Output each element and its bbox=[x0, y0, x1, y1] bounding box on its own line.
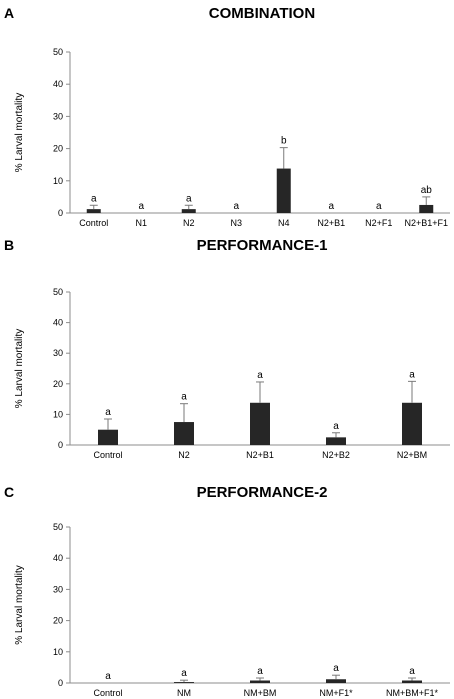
y-tick-label: 20 bbox=[53, 379, 63, 389]
bar-N2+B2 bbox=[326, 437, 346, 445]
panel-title: COMBINATION bbox=[209, 5, 315, 22]
x-tick-label: N4 bbox=[278, 218, 290, 228]
panel-title: PERFORMANCE-2 bbox=[197, 484, 328, 501]
y-tick-label: 0 bbox=[58, 678, 63, 688]
y-axis-label: % Larval mortality bbox=[14, 329, 25, 408]
significance-label: a bbox=[105, 407, 111, 418]
significance-label: a bbox=[181, 668, 187, 679]
x-tick-label: Control bbox=[93, 450, 122, 460]
significance-label: ab bbox=[421, 185, 433, 196]
bar-Control bbox=[98, 429, 118, 445]
x-tick-label: N2+F1 bbox=[365, 218, 392, 228]
x-tick-label: Control bbox=[79, 218, 108, 228]
bar-NM+BM bbox=[250, 680, 270, 683]
significance-label: a bbox=[333, 421, 339, 432]
significance-label: a bbox=[409, 369, 415, 380]
y-tick-label: 50 bbox=[53, 522, 63, 532]
y-tick-label: 50 bbox=[53, 287, 63, 297]
x-tick-label: N2+B1 bbox=[317, 218, 345, 228]
x-tick-label: NM+F1* bbox=[319, 688, 353, 698]
y-tick-label: 30 bbox=[53, 348, 63, 358]
significance-label: a bbox=[257, 666, 263, 677]
panel-letter: C bbox=[4, 484, 14, 500]
x-tick-label: N2 bbox=[183, 218, 195, 228]
y-tick-label: 10 bbox=[53, 409, 63, 419]
x-tick-label: N2+B2 bbox=[322, 450, 350, 460]
bar-N2+B1+F1 bbox=[419, 204, 434, 213]
significance-label: a bbox=[138, 201, 144, 212]
y-tick-label: 20 bbox=[53, 616, 63, 626]
significance-label: a bbox=[233, 201, 239, 212]
y-axis-label: % Larval mortality bbox=[14, 565, 25, 644]
y-tick-label: 30 bbox=[53, 584, 63, 594]
significance-label: a bbox=[181, 392, 187, 403]
bar-N2 bbox=[181, 209, 196, 213]
bar-N2+BM bbox=[402, 402, 422, 445]
y-tick-label: 10 bbox=[53, 176, 63, 186]
bar-Control bbox=[86, 209, 101, 213]
panel-letter: B bbox=[4, 237, 14, 253]
y-tick-label: 10 bbox=[53, 647, 63, 657]
y-tick-label: 0 bbox=[58, 208, 63, 218]
panel-title: PERFORMANCE-1 bbox=[197, 237, 328, 254]
x-tick-label: NM bbox=[177, 688, 191, 698]
y-tick-label: 40 bbox=[53, 79, 63, 89]
significance-label: a bbox=[328, 201, 334, 212]
chart-panel-b: B PERFORMANCE-1 0 10 20 30 40 50 % Larval mortal… bbox=[4, 237, 450, 460]
panel-letter: A bbox=[4, 5, 14, 21]
y-tick-label: 20 bbox=[53, 144, 63, 154]
significance-label: a bbox=[91, 193, 97, 204]
x-tick-label: NM+BM bbox=[244, 688, 277, 698]
bar-NM bbox=[174, 682, 194, 683]
bar-N2+B1 bbox=[250, 402, 270, 445]
bar-NM+BM+F1* bbox=[402, 680, 422, 683]
significance-label: a bbox=[376, 201, 382, 212]
x-tick-label: Control bbox=[93, 688, 122, 698]
significance-label: b bbox=[281, 136, 287, 147]
x-tick-label: N2+BM bbox=[397, 450, 427, 460]
significance-label: a bbox=[409, 666, 415, 677]
x-tick-label: N2 bbox=[178, 450, 190, 460]
x-tick-label: N2+B1+F1 bbox=[404, 218, 448, 228]
significance-label: a bbox=[257, 370, 263, 381]
x-tick-label: N2+B1 bbox=[246, 450, 274, 460]
bar-N4 bbox=[276, 168, 291, 213]
y-tick-label: 0 bbox=[58, 440, 63, 450]
bar-N2 bbox=[174, 422, 194, 445]
y-tick-label: 40 bbox=[53, 318, 63, 328]
y-axis-label: % Larval mortality bbox=[14, 93, 25, 172]
y-tick-label: 40 bbox=[53, 553, 63, 563]
x-tick-label: N3 bbox=[230, 218, 242, 228]
significance-label: a bbox=[333, 663, 339, 674]
chart-panel-c: C PERFORMANCE-2 0 10 20 30 40 50 % Larval mortal… bbox=[4, 484, 450, 698]
significance-label: a bbox=[186, 193, 192, 204]
x-tick-label: NM+BM+F1* bbox=[386, 688, 439, 698]
significance-label: a bbox=[105, 671, 111, 682]
bar-NM+F1* bbox=[326, 679, 346, 683]
chart-panel-a: A COMBINATION 0 10 20 30 40 50 % Larval mortalit… bbox=[4, 5, 450, 228]
y-tick-label: 50 bbox=[53, 47, 63, 57]
y-tick-label: 30 bbox=[53, 111, 63, 121]
x-tick-label: N1 bbox=[135, 218, 147, 228]
